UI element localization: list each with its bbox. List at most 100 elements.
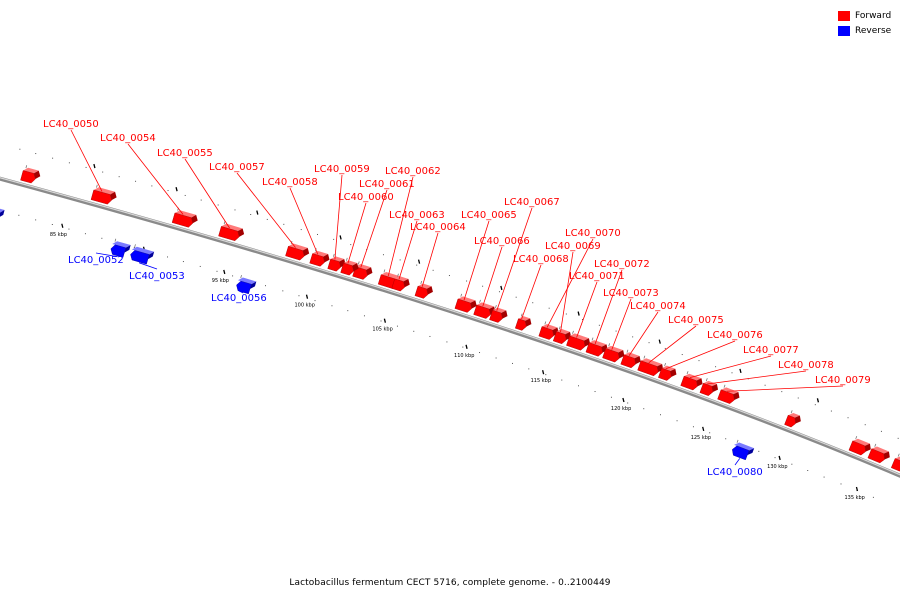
gene-LC40_0050[interactable] <box>90 184 118 206</box>
gene-LC40_0058[interactable] <box>309 248 332 269</box>
gene-label: LC40_0057 <box>209 162 265 173</box>
gene-feature-4[interactable] <box>890 453 900 474</box>
gene-top-face <box>221 223 243 232</box>
gene-label: LC40_0080 <box>707 467 763 478</box>
minor-tick-inner <box>495 357 497 359</box>
gene-top-face <box>394 276 409 282</box>
gene-feature-1[interactable] <box>784 410 804 430</box>
gene-front-face <box>90 189 112 205</box>
gene-LC40_0078[interactable] <box>699 378 721 399</box>
gene-tick <box>736 439 739 443</box>
gene-LC40_0054[interactable] <box>171 207 199 229</box>
gene-side-face <box>696 378 703 387</box>
leader-line <box>546 238 594 328</box>
gene-side-face <box>634 355 641 365</box>
scale-label: 125 kbp <box>691 435 711 441</box>
gene-side-face <box>323 254 330 263</box>
gene-tick <box>25 165 28 169</box>
gene-front-face <box>538 326 554 340</box>
gene-LC40_0076[interactable] <box>658 362 678 382</box>
genome-backbone-shadow <box>0 176 900 478</box>
minor-tick-outer <box>234 209 236 211</box>
gene-LC40_0068[interactable] <box>515 313 533 333</box>
gene-LC40_0073[interactable] <box>602 343 627 365</box>
gene-side-face <box>470 300 477 309</box>
gene-LC40_0080[interactable] <box>731 439 755 461</box>
gene-label: LC40_0074 <box>630 301 686 312</box>
leader-line <box>628 311 659 357</box>
gene-tick <box>240 274 242 279</box>
gene-top-face <box>661 365 676 372</box>
minor-tick-inner <box>199 265 201 267</box>
minor-tick-inner <box>314 300 316 302</box>
gene-tick <box>383 269 386 273</box>
gene-LC40_0052[interactable] <box>110 238 132 258</box>
gene-label: LC40_0077 <box>743 345 799 356</box>
minor-tick-inner <box>610 396 612 398</box>
gene-tick <box>558 326 561 330</box>
gene-side-face <box>249 281 257 290</box>
gene-tick <box>134 244 136 248</box>
minor-tick-outer <box>35 153 37 155</box>
minor-tick-outer <box>350 244 352 246</box>
gene-LC40_0053[interactable] <box>129 244 155 265</box>
gene-top-face <box>112 241 131 248</box>
gene-LC40_0065[interactable] <box>454 293 479 314</box>
gene-front-face <box>552 331 567 345</box>
gene-front-face <box>20 170 36 184</box>
minor-tick-outer <box>266 218 268 220</box>
gene-label: LC40_0068 <box>513 254 569 265</box>
gene-front-face <box>515 318 527 331</box>
minor-tick-outer <box>300 229 302 231</box>
minor-tick-outer <box>498 291 500 293</box>
minor-tick-inner <box>232 275 234 277</box>
minor-tick-inner <box>298 295 300 297</box>
gene-side-face <box>124 245 131 253</box>
minor-tick-inner <box>676 420 678 422</box>
gene-label: LC40_0069 <box>545 241 601 252</box>
legend-reverse-label: Reverse <box>855 25 892 36</box>
gene-label: LC40_0078 <box>778 360 834 371</box>
gene-label: LC40_0056 <box>211 293 267 304</box>
gene-front-face <box>890 458 900 472</box>
gene-feature-5[interactable] <box>0 204 5 224</box>
gene-LC40_0066[interactable] <box>473 299 498 320</box>
major-tick <box>383 318 387 323</box>
gene-tick <box>420 280 423 285</box>
minor-tick-inner <box>133 246 135 248</box>
minor-tick-inner <box>512 362 514 364</box>
gene-LC40_0063[interactable] <box>391 273 412 293</box>
gene-top-face <box>734 442 755 451</box>
gene-top-face <box>852 438 870 446</box>
gene-feature-2[interactable] <box>848 435 874 457</box>
gene-LC40_0067[interactable] <box>489 304 509 324</box>
minor-tick-outer <box>184 194 186 196</box>
gene-feature-0[interactable] <box>20 165 43 185</box>
major-tick <box>622 397 625 403</box>
gene-label: LC40_0066 <box>474 236 530 247</box>
minor-tick-outer <box>664 347 666 349</box>
leader-line <box>611 298 632 350</box>
scale-label: 135 kbp <box>844 495 864 501</box>
gene-label: LC40_0064 <box>410 222 466 233</box>
gene-top-face <box>237 277 257 285</box>
leader-line <box>482 246 503 307</box>
genome-caption: Lactobacillus fermentum CECT 5716, compl… <box>289 578 611 588</box>
minor-tick-inner <box>791 463 793 465</box>
gene-LC40_0056[interactable] <box>235 274 257 295</box>
gene-top-face <box>355 264 372 270</box>
minor-tick-outer <box>797 397 799 399</box>
gene-LC40_0064[interactable] <box>414 280 435 300</box>
gene-LC40_0074[interactable] <box>620 349 643 370</box>
leader-line <box>576 281 598 338</box>
major-tick <box>855 486 859 492</box>
minor-tick-inner <box>51 223 53 225</box>
gene-LC40_0071[interactable] <box>566 330 592 352</box>
gene-tick <box>855 435 858 440</box>
gene-tick <box>626 349 629 353</box>
gene-side-face <box>0 209 5 218</box>
gene-LC40_0060[interactable] <box>340 257 361 277</box>
gene-feature-3[interactable] <box>867 443 893 465</box>
gene-LC40_0055[interactable] <box>218 221 247 243</box>
gene-LC40_0057[interactable] <box>285 240 312 262</box>
